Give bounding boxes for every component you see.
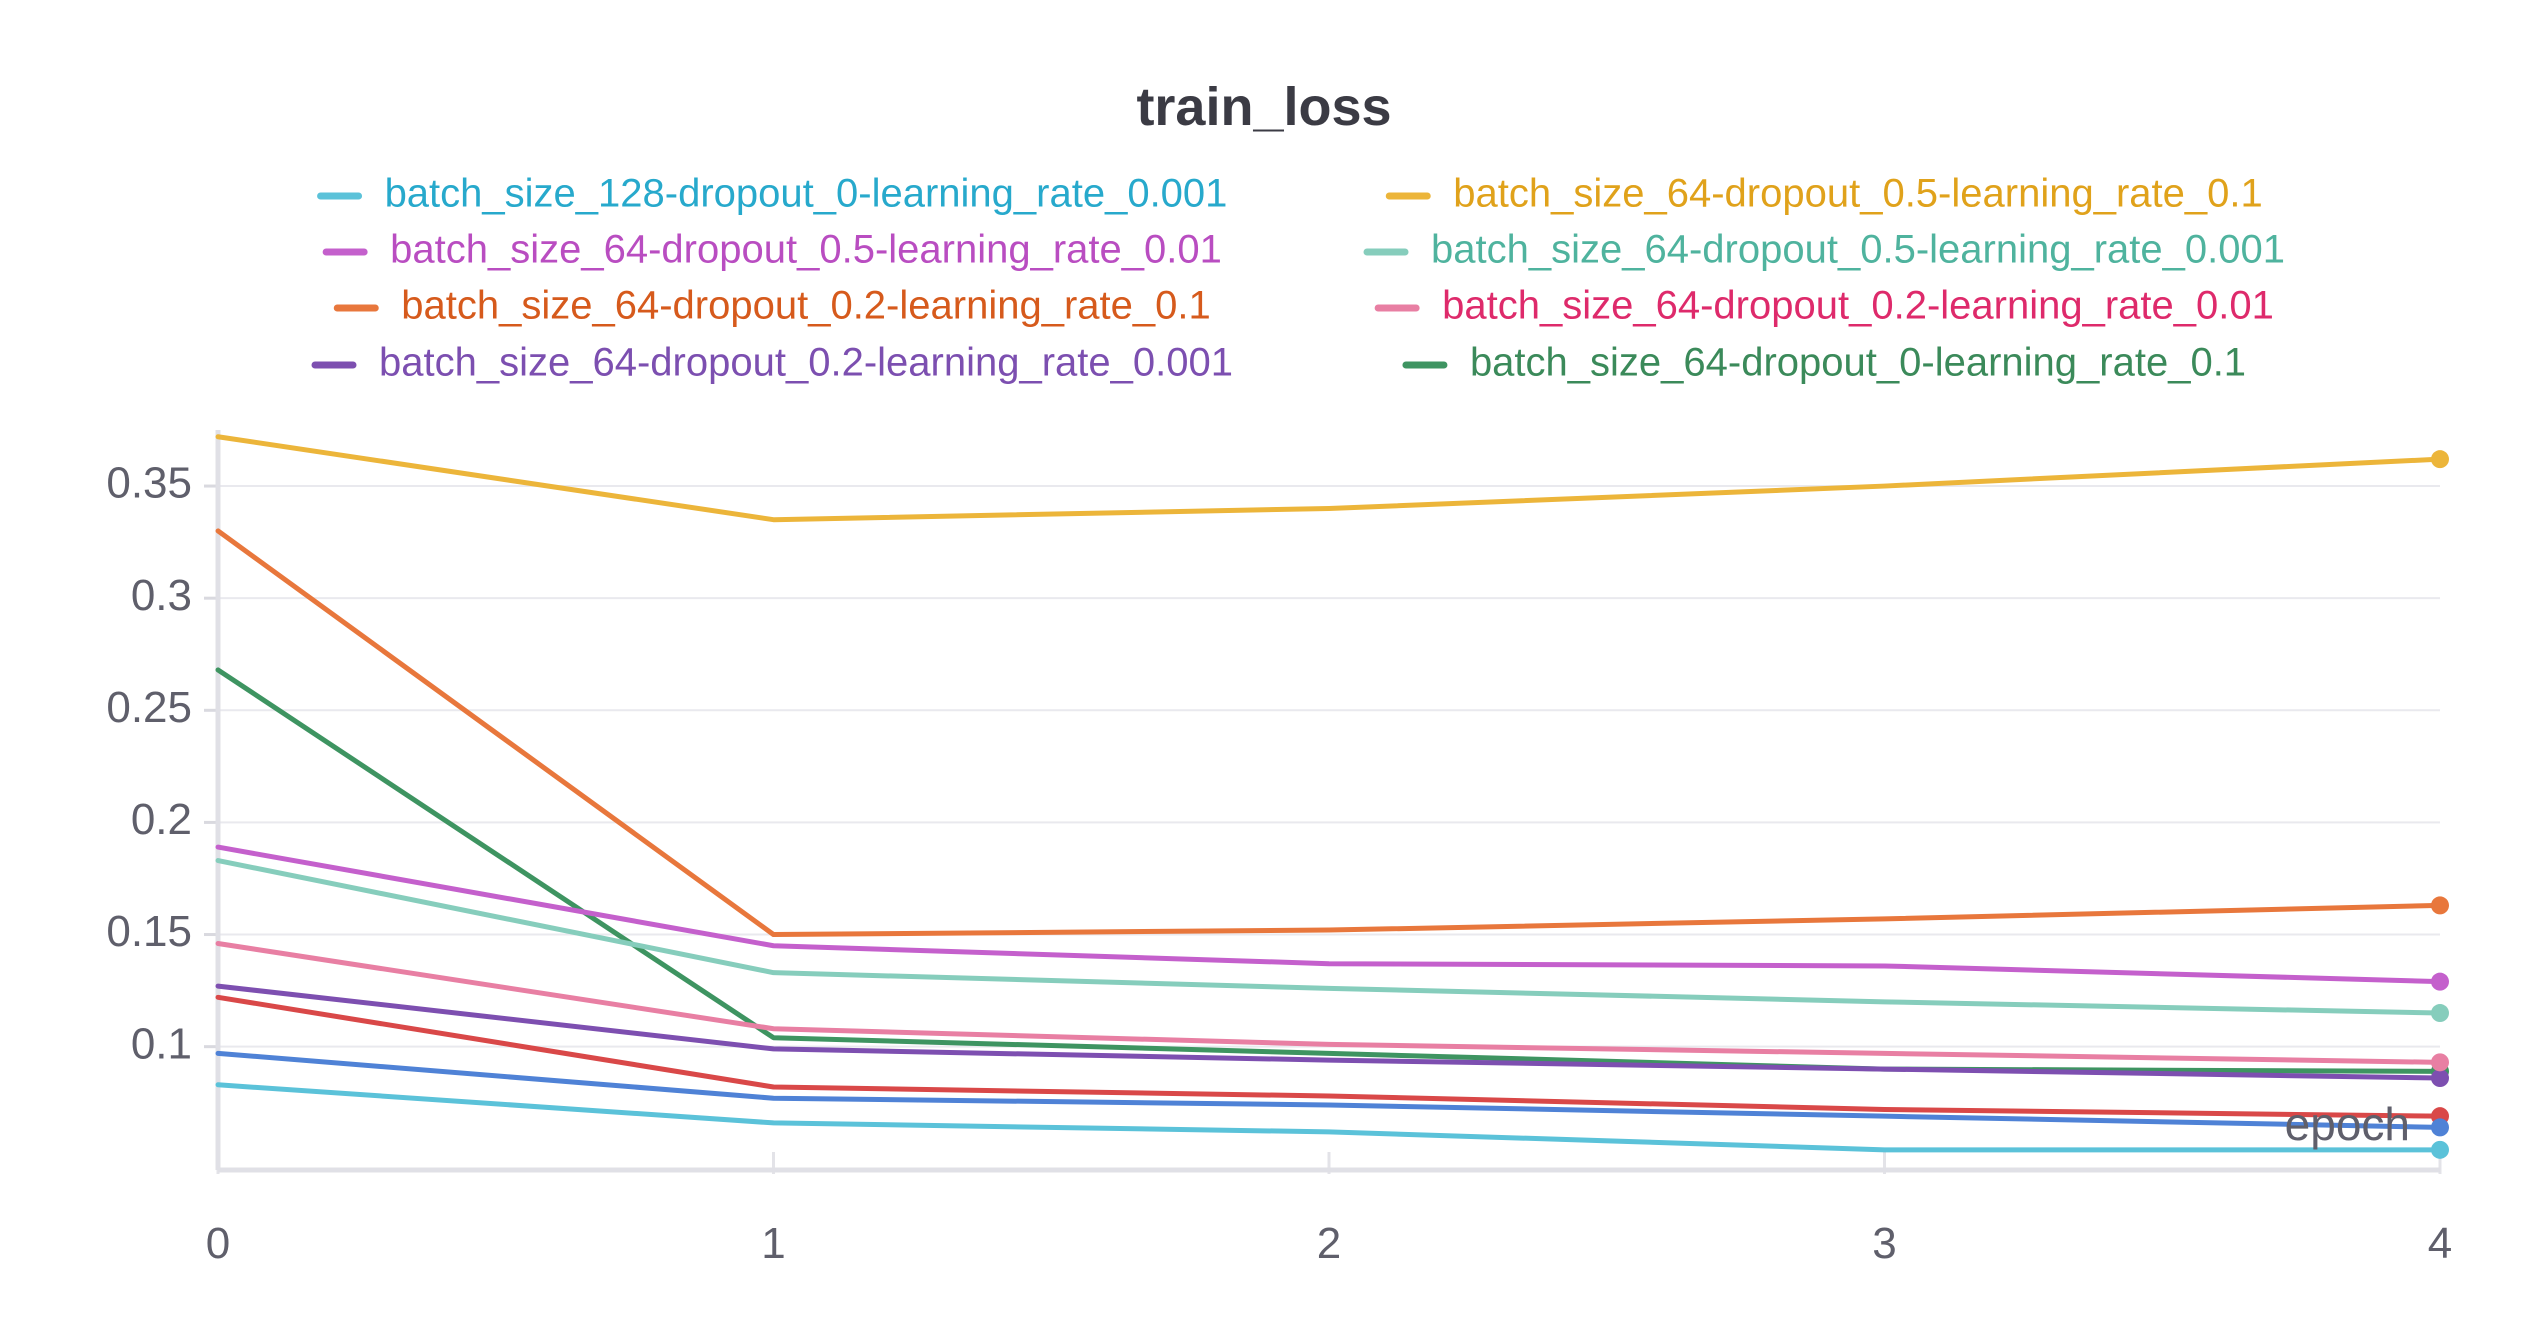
y-tick-label: 0.1: [131, 1019, 192, 1068]
legend-label: batch_size_64-dropout_0.5-learning_rate_…: [1453, 172, 2262, 216]
x-tick-label: 3: [1872, 1219, 1896, 1268]
legend-item: batch_size_64-dropout_0.5-learning_rate_…: [322, 228, 1222, 272]
legend-item: batch_size_64-dropout_0.5-learning_rate_…: [1363, 228, 2285, 272]
legend-label: batch_size_64-dropout_0.5-learning_rate_…: [390, 228, 1222, 272]
series-line: [215, 667, 2443, 1074]
chart-title: train_loss: [1136, 77, 1391, 137]
x-tick-label: 4: [2428, 1219, 2452, 1268]
x-tick-label: 1: [761, 1219, 785, 1268]
series-line: [215, 983, 2443, 1081]
legend-item: batch_size_64-dropout_0.5-learning_rate_…: [1385, 172, 2263, 216]
series-end-point: [2431, 896, 2449, 915]
x-axis-label: epoch: [2285, 1098, 2410, 1150]
y-tick-label: 0.35: [106, 459, 192, 508]
series-end-point: [2431, 1140, 2449, 1159]
y-axis-ticks: 0.1 0.15 0.2 0.25 0.3 0.35: [106, 459, 218, 1068]
y-tick-label: 0.3: [131, 571, 192, 620]
legend-item: batch_size_128-dropout_0-learning_rate_0…: [317, 172, 1228, 216]
legend-label: batch_size_64-dropout_0.2-learning_rate_…: [401, 284, 1210, 328]
series-end-point: [2431, 1053, 2449, 1072]
series-line: [215, 1082, 2443, 1153]
x-tick-label: 2: [1317, 1219, 1341, 1268]
x-axis-ticks: 0 1 2 3 4: [206, 1152, 2452, 1268]
legend-item: batch_size_64-dropout_0.2-learning_rate_…: [1374, 284, 2274, 328]
series-end-point: [2431, 1069, 2449, 1088]
series-line: [215, 1050, 2443, 1130]
legend: batch_size_128-dropout_0-learning_rate_0…: [311, 172, 2285, 385]
legend-label: batch_size_64-dropout_0.2-learning_rate_…: [1442, 284, 2274, 328]
series-line: [215, 941, 2443, 1065]
legend-label: batch_size_64-dropout_0.5-learning_rate_…: [1431, 228, 2285, 272]
series-end-point: [2431, 972, 2449, 991]
series-line: [215, 528, 2443, 938]
legend-label: batch_size_64-dropout_0.2-learning_rate_…: [379, 341, 1233, 385]
series-line: [215, 844, 2443, 985]
legend-item: batch_size_64-dropout_0.2-learning_rate_…: [333, 284, 1211, 328]
axes: [215, 430, 2440, 1173]
legend-item: batch_size_64-dropout_0.2-learning_rate_…: [311, 341, 1233, 385]
series-end-point: [2431, 1004, 2449, 1023]
x-tick-label: 0: [206, 1219, 230, 1268]
series-lines: [215, 434, 2449, 1159]
series-line: [215, 994, 2443, 1119]
legend-item: batch_size_64-dropout_0-learning_rate_0.…: [1402, 341, 2246, 385]
series-end-point: [2431, 1118, 2449, 1137]
series-line: [215, 434, 2443, 523]
y-tick-label: 0.15: [106, 907, 192, 956]
legend-label: batch_size_128-dropout_0-learning_rate_0…: [385, 172, 1228, 216]
series-end-point: [2431, 450, 2449, 469]
y-tick-label: 0.2: [131, 795, 192, 844]
legend-label: batch_size_64-dropout_0-learning_rate_0.…: [1470, 341, 2246, 385]
y-tick-label: 0.25: [106, 683, 192, 732]
series-line: [215, 858, 2443, 1016]
